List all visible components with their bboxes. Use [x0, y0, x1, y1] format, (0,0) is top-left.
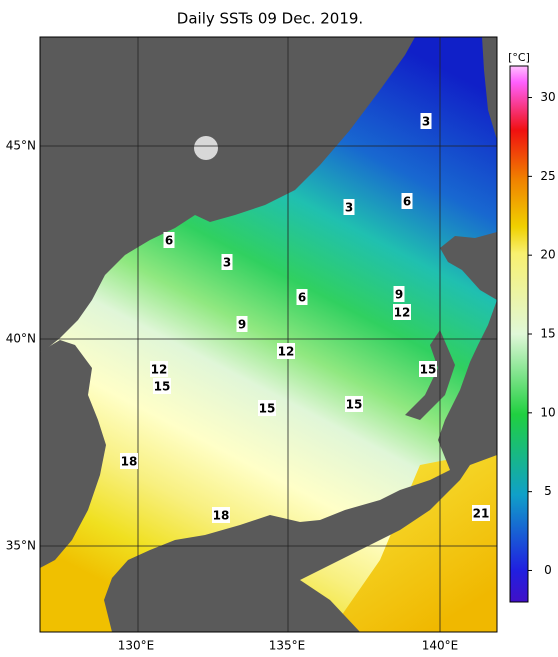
colorbar-tick-label: 10 — [540, 405, 555, 419]
contour-label-bg — [236, 316, 248, 332]
colorbar-tick-label: 30 — [540, 90, 555, 104]
colorbar-tick-label: 20 — [540, 248, 555, 262]
contour-label-bg — [419, 361, 437, 377]
land — [40, 37, 415, 352]
colorbar-tick-label: 15 — [540, 327, 555, 341]
contour-label-bg — [345, 396, 363, 412]
contour-label: 18 — [213, 509, 230, 523]
contour-label-bg — [153, 378, 171, 394]
land — [104, 300, 497, 632]
lon-label: 140°E — [422, 639, 459, 653]
contour-label-bg — [212, 507, 230, 523]
contour-label: 15 — [346, 398, 363, 412]
contour-label-bg — [393, 304, 411, 320]
colorbar-unit: [°C] — [508, 51, 530, 64]
contour-label-bg — [277, 343, 295, 359]
colorbar — [509, 65, 529, 603]
contour-label: 3 — [345, 201, 353, 215]
contour-label-bg — [393, 286, 405, 302]
contour-label: 15 — [420, 363, 437, 377]
title: Daily SSTs 09 Dec. 2019. — [177, 10, 363, 28]
lon-label: 130°E — [118, 639, 155, 653]
land — [482, 37, 497, 140]
lon-label: 135°E — [269, 639, 306, 653]
land — [440, 232, 497, 300]
map-frame — [39, 36, 498, 633]
colorbar-tick-label: 25 — [540, 169, 555, 183]
colorbar-tick-label: 0 — [544, 563, 552, 577]
contour-label-bg — [472, 505, 490, 521]
contour-label: 15 — [154, 380, 171, 394]
lat-label: 45°N — [6, 139, 36, 153]
contour-label: 6 — [403, 195, 411, 209]
contour-label-bg — [296, 289, 308, 305]
lat-label: 40°N — [6, 332, 36, 346]
contour-label: 15 — [259, 402, 276, 416]
contour-label-bg — [163, 232, 175, 248]
contour-label: 9 — [238, 318, 246, 332]
contour-label: 12 — [394, 306, 411, 320]
contour-label-bg — [343, 199, 355, 215]
contour-label-bg — [150, 361, 168, 377]
contour-label-bg — [420, 113, 432, 129]
contour-label: 21 — [473, 507, 490, 521]
contour-label: 3 — [422, 115, 430, 129]
land — [405, 330, 455, 420]
contour-label-bg — [401, 193, 413, 209]
contour-label-bg — [221, 254, 233, 270]
pacific — [330, 450, 497, 632]
colorbar-tick-label: 5 — [544, 484, 552, 498]
lat-label: 35°N — [6, 539, 36, 553]
contour-label: 3 — [223, 256, 231, 270]
island — [194, 136, 218, 160]
map: 3 3 6 6 3 6 9 12 9 12 12 15 15 15 15 18 18 21 — [40, 37, 497, 632]
contour-label: 12 — [278, 345, 295, 359]
contour-label: 9 — [395, 288, 403, 302]
contour-label: 12 — [151, 363, 168, 377]
contour-label: 6 — [298, 291, 306, 305]
contour-label: 6 — [165, 234, 173, 248]
contour-label: 18 — [121, 455, 138, 469]
land — [40, 340, 106, 568]
contour-label-bg — [120, 453, 138, 469]
contour-label-bg — [258, 400, 276, 416]
